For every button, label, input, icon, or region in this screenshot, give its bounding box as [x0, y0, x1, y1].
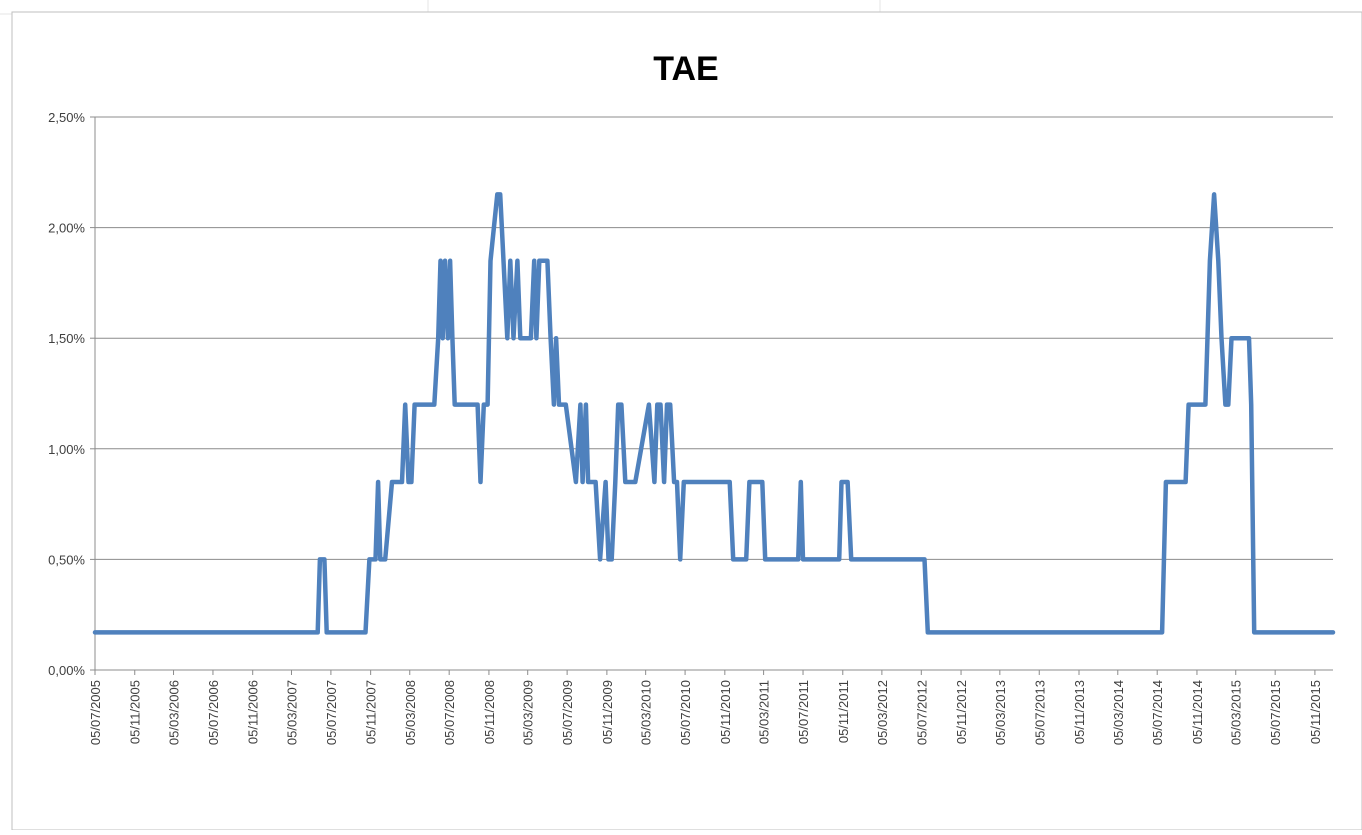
x-tick-label: 05/03/2012 [875, 680, 890, 745]
x-tick-label: 05/11/2009 [600, 680, 615, 744]
x-tick-label: 05/07/2009 [560, 680, 575, 745]
x-tick-label: 05/11/2008 [482, 680, 497, 744]
x-tick-label: 05/07/2006 [206, 680, 221, 745]
x-tick-label: 05/03/2008 [403, 680, 418, 745]
x-tick-label: 05/07/2005 [88, 680, 103, 745]
x-tick-label: 05/11/2007 [364, 680, 379, 744]
x-tick-label: 05/07/2007 [324, 680, 339, 745]
y-tick-label: 1,50% [48, 331, 85, 346]
x-tick-label: 05/03/2015 [1229, 680, 1244, 745]
x-tick-label: 05/03/2014 [1111, 680, 1126, 745]
x-tick-label: 05/03/2006 [167, 680, 182, 745]
x-tick-label: 05/11/2010 [718, 680, 733, 744]
y-tick-label: 2,00% [48, 221, 85, 236]
gridlines [95, 116, 1333, 560]
chart-area [11, 11, 1362, 831]
x-tick-label: 05/11/2006 [246, 680, 261, 744]
x-axis: 05/07/2005 05/11/2005 05/03/2006 05/07/2006… [88, 669, 1333, 745]
x-tick-label: 05/03/2013 [993, 680, 1008, 745]
x-tick-label: 05/11/2014 [1190, 680, 1205, 744]
x-tick-label: 05/11/2015 [1308, 680, 1323, 744]
x-tick-label: 05/07/2008 [442, 680, 457, 745]
x-tick-label: 05/07/2012 [914, 680, 929, 745]
y-axis: 0,00% 0,50% 1,00% 1,50% 2,00% 2,50% [48, 110, 96, 678]
y-tick-label: 1,00% [48, 442, 85, 457]
x-tick-label: 05/11/2012 [954, 680, 969, 744]
chart-title: TAE [653, 50, 718, 88]
x-tick-label: 05/07/2013 [1032, 680, 1047, 745]
x-tick-label: 05/03/2009 [521, 680, 536, 745]
x-tick-label: 05/07/2014 [1150, 680, 1165, 745]
x-tick-label: 05/07/2015 [1268, 680, 1283, 745]
y-tick-label: 0,00% [48, 663, 85, 678]
series-group [92, 192, 1336, 635]
y-tick-label: 0,50% [48, 552, 85, 567]
x-tick-label: 05/03/2010 [639, 680, 654, 745]
x-tick-label: 05/11/2013 [1072, 680, 1087, 744]
x-tick-label: 05/03/2011 [757, 680, 772, 744]
series-line [92, 192, 1336, 635]
y-tick-label: 2,50% [48, 110, 85, 125]
x-tick-label: 05/07/2011 [796, 680, 811, 744]
x-tick-label: 05/03/2007 [284, 680, 299, 745]
x-tick-label: 05/11/2011 [836, 680, 851, 743]
x-tick-label: 05/11/2005 [128, 680, 143, 744]
x-tick-label: 05/07/2010 [678, 680, 693, 745]
